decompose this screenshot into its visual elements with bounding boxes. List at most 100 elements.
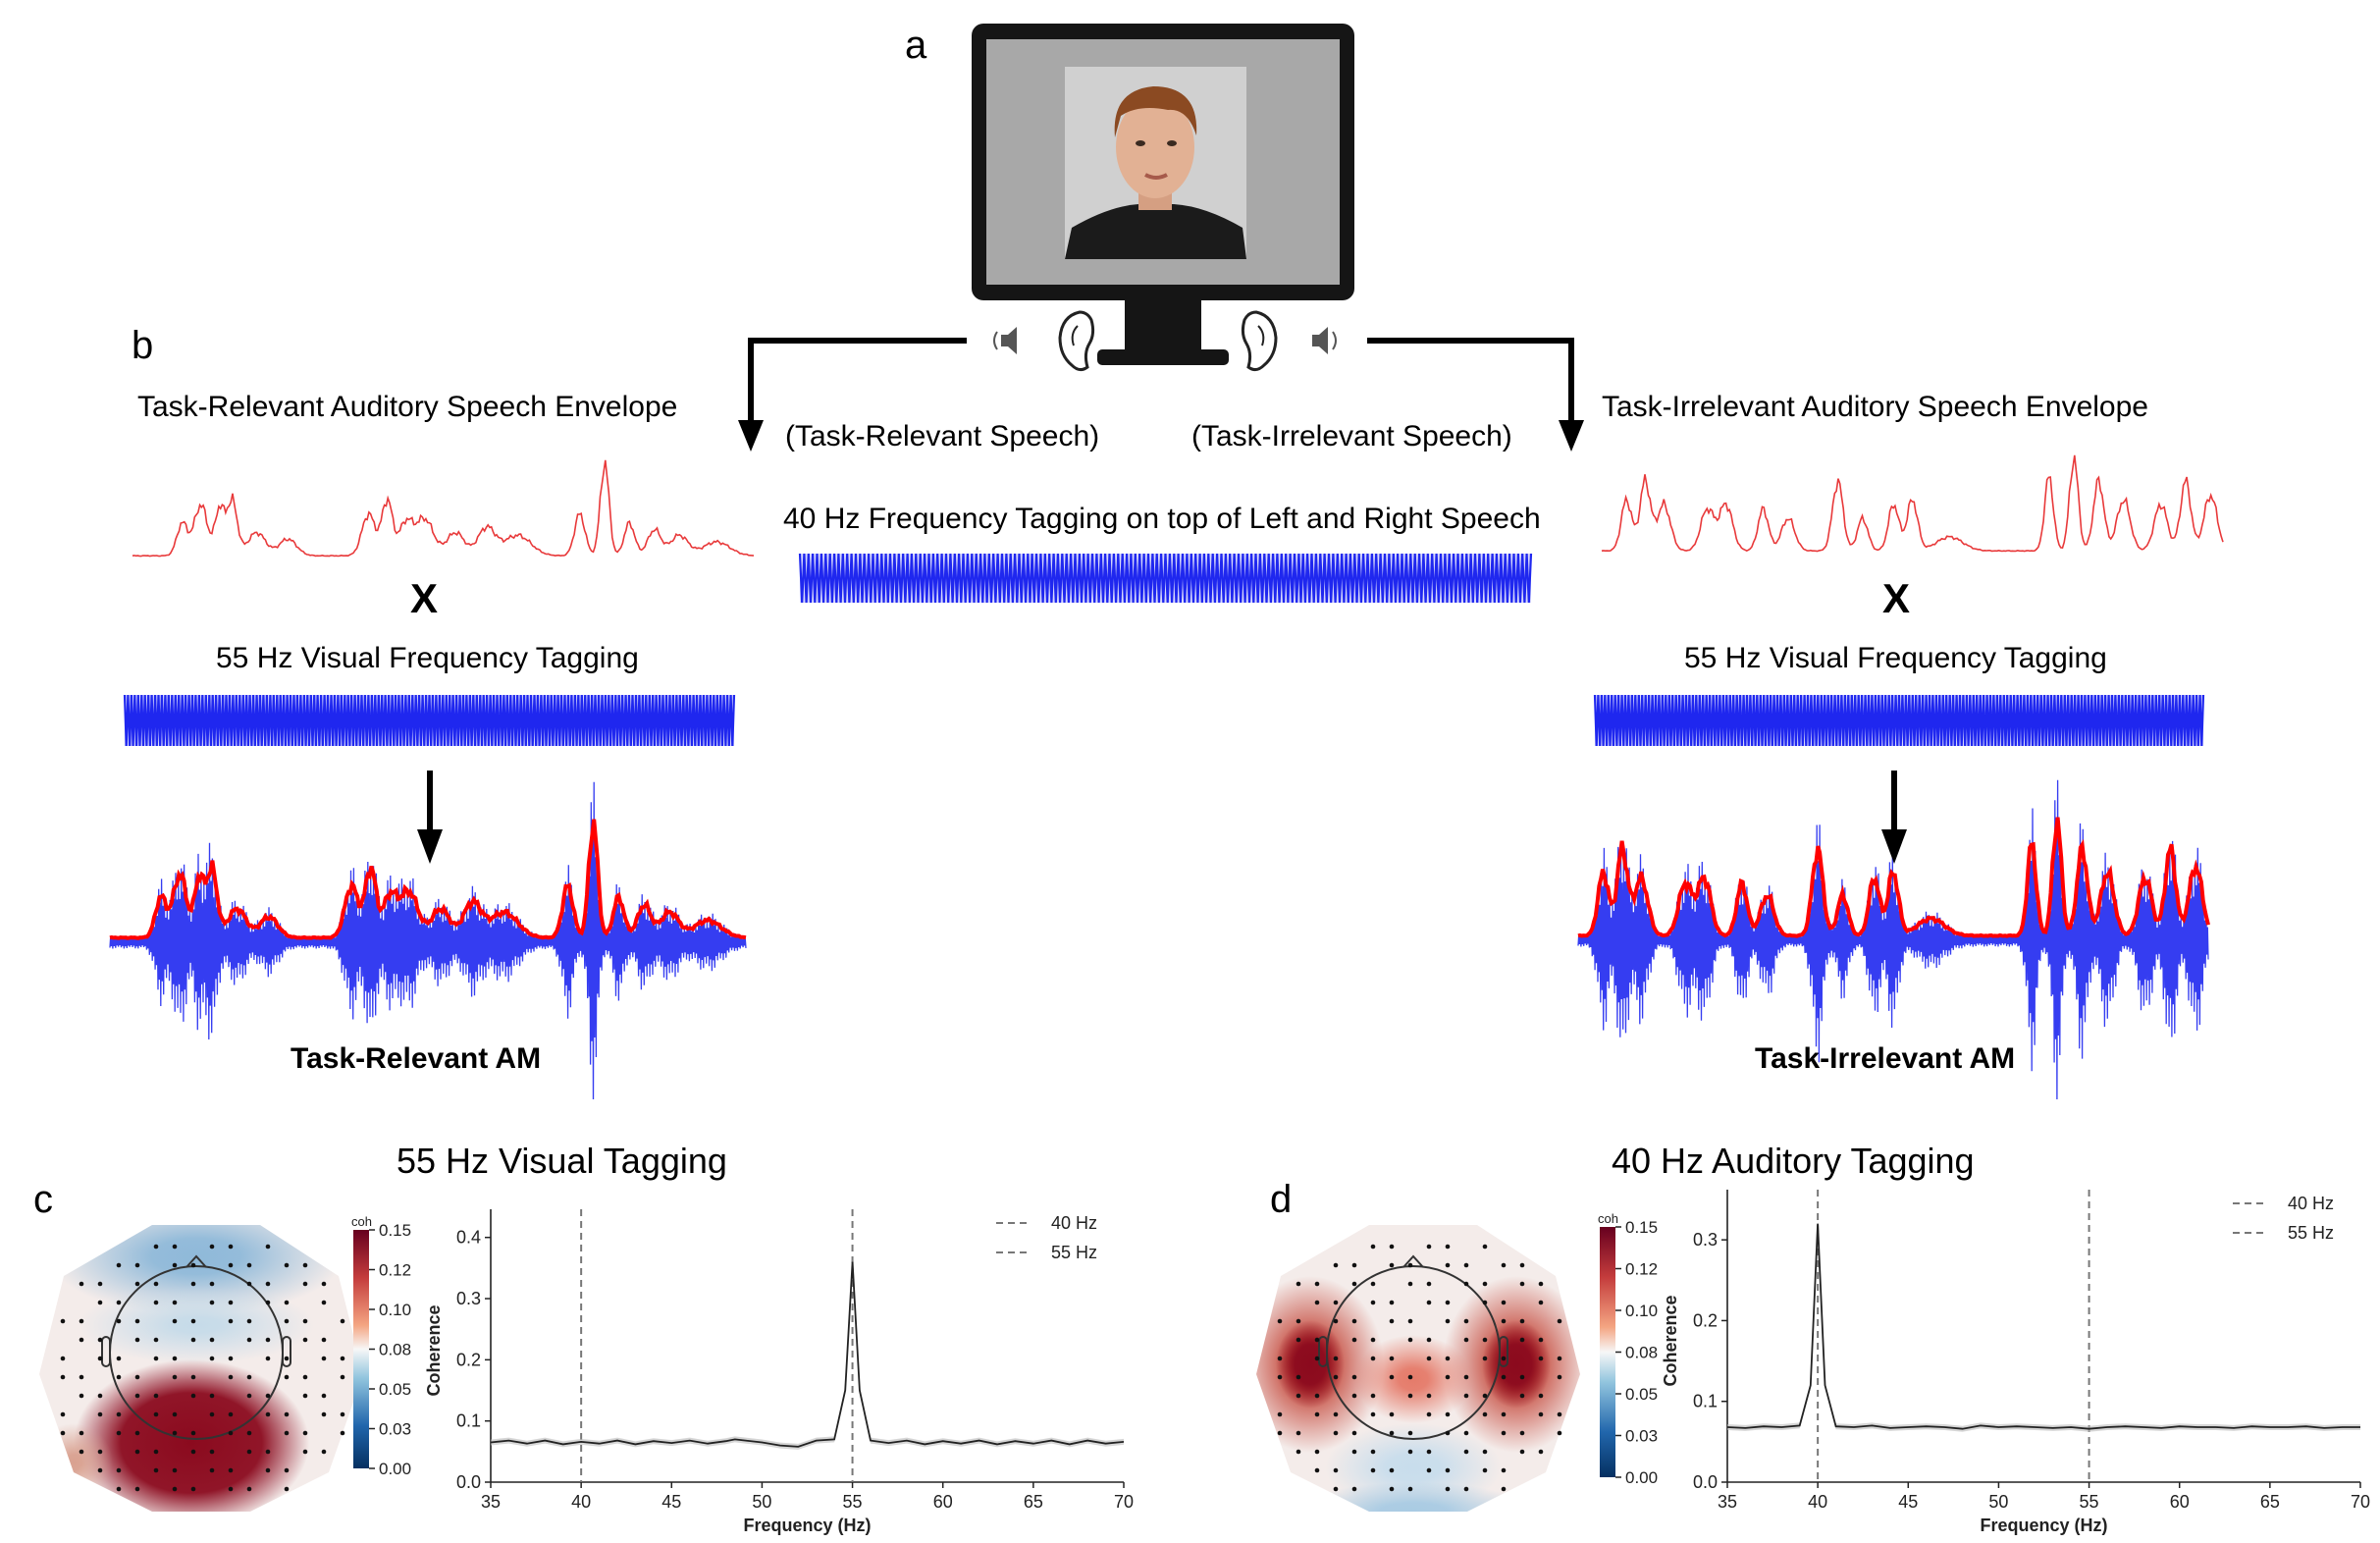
arrow-icon: [1881, 771, 1907, 864]
sensor-dot: [228, 1374, 234, 1380]
ear-outline: [1499, 1336, 1508, 1367]
relevant-am-envelope: [109, 819, 747, 940]
sensor-dot: [134, 1430, 140, 1436]
sensor-dot: [60, 1411, 66, 1417]
sensor-dot: [134, 1374, 140, 1380]
coherence-chart-d: 35 40 45 50 55 60 65 70 0.0 0.1 0.2 0.3 Frequency (H…: [1661, 1190, 2370, 1535]
x-tick-label: 45: [661, 1492, 681, 1512]
sensor-dot: [1557, 1374, 1562, 1380]
sensor-dot: [1463, 1449, 1469, 1455]
sensor-dot: [1351, 1337, 1357, 1343]
sensor-dot: [1519, 1430, 1525, 1436]
sensor-dot: [1538, 1449, 1544, 1455]
sensor-dot: [1538, 1337, 1544, 1343]
sensor-dot: [265, 1449, 271, 1455]
colorbar-label: coh: [351, 1214, 372, 1229]
sensor-dot: [1296, 1281, 1301, 1287]
sensor-dot: [1482, 1467, 1488, 1473]
sensor-dot: [284, 1374, 290, 1380]
legend-label: 55 Hz: [2288, 1223, 2334, 1243]
sensor-dot: [97, 1356, 103, 1361]
sensor-dot: [1389, 1430, 1395, 1436]
sensor-dot: [209, 1467, 215, 1473]
colorbar-tick-label: 0.15: [379, 1221, 411, 1240]
sensor-dot: [190, 1449, 196, 1455]
sensor-dot: [321, 1337, 327, 1343]
sensor-dot: [1370, 1300, 1376, 1305]
sensor-dot: [1296, 1430, 1301, 1436]
sensor-dot: [265, 1467, 271, 1473]
x-tick-label: 55: [843, 1492, 863, 1512]
sensor-dot: [1314, 1337, 1320, 1343]
sensor-dot: [153, 1337, 159, 1343]
sensor-dot: [1333, 1486, 1339, 1492]
sensor-dot: [1426, 1393, 1432, 1399]
x-tick-label: 60: [2170, 1492, 2190, 1512]
sensor-dot: [190, 1374, 196, 1380]
y-tick-label: 0.1: [1693, 1392, 1718, 1411]
sensor-dot: [1351, 1430, 1357, 1436]
sensor-dot: [265, 1337, 271, 1343]
legend-label: 55 Hz: [1051, 1243, 1097, 1262]
sensor-dot: [1519, 1374, 1525, 1380]
sensor-dot: [321, 1449, 327, 1455]
sensor-dot: [302, 1318, 308, 1324]
sensor-dot: [1407, 1374, 1413, 1380]
sensor-dot: [190, 1393, 196, 1399]
sensor-dot: [116, 1486, 122, 1492]
x-tick-label: 35: [1718, 1492, 1737, 1512]
topomap-c: [39, 1225, 363, 1512]
sensor-dot: [321, 1300, 327, 1305]
panel-c-figure: coh 0.15 0.12 0.10 0.08 0.05 0.03 0.00 35 40 45 50…: [39, 1209, 1134, 1535]
x-tick-label: 45: [1898, 1492, 1918, 1512]
speaker-icon: [993, 327, 1017, 354]
y-tick-label: 0.2: [1693, 1310, 1718, 1330]
sensor-dot: [153, 1281, 159, 1287]
sensor-dot: [209, 1356, 215, 1361]
sensor-dot: [1501, 1300, 1507, 1305]
sensor-dot: [284, 1486, 290, 1492]
face-image: [1065, 67, 1246, 259]
sensor-dot: [1407, 1262, 1413, 1268]
y-tick-label: 0.3: [456, 1289, 481, 1308]
irrelevant-am-carrier: [1577, 779, 2209, 1099]
sensor-dot: [209, 1337, 215, 1343]
sensor-dot: [116, 1374, 122, 1380]
colorbar-tick-label: 0.05: [379, 1380, 411, 1399]
sensor-dot: [153, 1244, 159, 1250]
sensor-dot: [97, 1467, 103, 1473]
sensor-dot: [246, 1262, 252, 1268]
arrow-icon: [738, 338, 967, 452]
panel-letter-c: c: [33, 1178, 53, 1221]
sensor-dot: [246, 1281, 252, 1287]
sensor-dot: [340, 1430, 345, 1436]
sensor-dot: [246, 1318, 252, 1324]
sensor-dot: [302, 1337, 308, 1343]
sensor-dot: [1426, 1449, 1432, 1455]
sensor-dot: [1370, 1467, 1376, 1473]
sensor-dot: [302, 1374, 308, 1380]
sensor-dot: [1501, 1486, 1507, 1492]
sensor-dot: [1538, 1281, 1544, 1287]
sensor-dot: [1389, 1300, 1395, 1305]
sensor-dot: [265, 1281, 271, 1287]
sensor-dot: [1314, 1281, 1320, 1287]
sensor-dot: [1482, 1300, 1488, 1305]
y-tick-label: 0.0: [1693, 1472, 1718, 1492]
sensor-dot: [134, 1318, 140, 1324]
sensor-dot: [1482, 1281, 1488, 1287]
topomap-d: [1256, 1225, 1580, 1512]
sensor-dot: [1333, 1300, 1339, 1305]
sensor-dot: [172, 1374, 178, 1380]
sensor-dot: [1351, 1262, 1357, 1268]
x-tick-label: 65: [1024, 1492, 1043, 1512]
sensor-dot: [1445, 1430, 1451, 1436]
irrelevant-am-envelope: [1577, 817, 2210, 938]
sensor-dot: [153, 1356, 159, 1361]
sensor-dot: [209, 1393, 215, 1399]
sensor-dot: [134, 1486, 140, 1492]
sensor-dot: [153, 1411, 159, 1417]
panel-b-waveforms: [109, 454, 2224, 1099]
sensor-dot: [172, 1411, 178, 1417]
sensor-dot: [97, 1300, 103, 1305]
